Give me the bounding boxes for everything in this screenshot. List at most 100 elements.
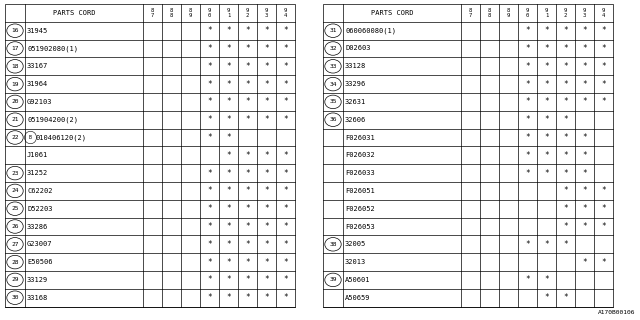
Text: *: * bbox=[563, 151, 568, 160]
Text: *: * bbox=[283, 80, 288, 89]
Text: 9
3: 9 3 bbox=[583, 8, 586, 18]
Text: 9
3: 9 3 bbox=[265, 8, 268, 18]
Text: *: * bbox=[207, 204, 212, 213]
Text: F026033: F026033 bbox=[345, 170, 375, 176]
Text: *: * bbox=[245, 169, 250, 178]
Text: *: * bbox=[283, 204, 288, 213]
Text: A50601: A50601 bbox=[345, 277, 371, 283]
Text: 32013: 32013 bbox=[345, 259, 366, 265]
Text: F026032: F026032 bbox=[345, 152, 375, 158]
Text: 33: 33 bbox=[329, 64, 337, 69]
Text: *: * bbox=[245, 204, 250, 213]
Text: 33286: 33286 bbox=[27, 223, 48, 229]
Text: *: * bbox=[283, 258, 288, 267]
Text: *: * bbox=[207, 169, 212, 178]
Text: B: B bbox=[29, 135, 32, 140]
Text: 9
0: 9 0 bbox=[208, 8, 211, 18]
Text: 17: 17 bbox=[12, 46, 19, 51]
Text: *: * bbox=[525, 26, 530, 35]
Text: *: * bbox=[226, 240, 231, 249]
Text: *: * bbox=[264, 240, 269, 249]
Text: 19: 19 bbox=[12, 82, 19, 87]
Text: *: * bbox=[601, 80, 606, 89]
Text: *: * bbox=[283, 97, 288, 106]
Text: *: * bbox=[601, 44, 606, 53]
Text: 25: 25 bbox=[12, 206, 19, 211]
Text: 8
9: 8 9 bbox=[189, 8, 192, 18]
Text: *: * bbox=[245, 276, 250, 284]
Text: *: * bbox=[245, 240, 250, 249]
Text: F026052: F026052 bbox=[345, 206, 375, 212]
Text: 010406120(2): 010406120(2) bbox=[35, 134, 86, 141]
Text: *: * bbox=[563, 186, 568, 196]
Bar bbox=[5, 4, 295, 307]
Text: *: * bbox=[582, 204, 587, 213]
Text: 9
0: 9 0 bbox=[526, 8, 529, 18]
Text: 8
7: 8 7 bbox=[151, 8, 154, 18]
Text: *: * bbox=[207, 115, 212, 124]
Text: *: * bbox=[525, 151, 530, 160]
Text: *: * bbox=[245, 258, 250, 267]
Text: *: * bbox=[544, 44, 549, 53]
Text: 33296: 33296 bbox=[345, 81, 366, 87]
Text: *: * bbox=[226, 80, 231, 89]
Text: *: * bbox=[544, 276, 549, 284]
Text: 060060080(1): 060060080(1) bbox=[345, 28, 396, 34]
Text: *: * bbox=[582, 186, 587, 196]
Text: 34: 34 bbox=[329, 82, 337, 87]
Text: *: * bbox=[264, 276, 269, 284]
Text: 31964: 31964 bbox=[27, 81, 48, 87]
Text: 31945: 31945 bbox=[27, 28, 48, 34]
Text: PARTS CORD: PARTS CORD bbox=[52, 10, 95, 16]
Text: *: * bbox=[582, 222, 587, 231]
Text: 051904200(2): 051904200(2) bbox=[27, 116, 78, 123]
Text: *: * bbox=[563, 62, 568, 71]
Text: 33168: 33168 bbox=[27, 295, 48, 301]
Text: *: * bbox=[207, 62, 212, 71]
Text: D52203: D52203 bbox=[27, 206, 52, 212]
Text: *: * bbox=[226, 26, 231, 35]
Text: *: * bbox=[582, 62, 587, 71]
Text: *: * bbox=[283, 62, 288, 71]
Text: *: * bbox=[544, 240, 549, 249]
Text: 26: 26 bbox=[12, 224, 19, 229]
Text: *: * bbox=[563, 80, 568, 89]
Text: 33129: 33129 bbox=[27, 277, 48, 283]
Text: 38: 38 bbox=[329, 242, 337, 247]
Text: 24: 24 bbox=[12, 188, 19, 193]
Text: 32: 32 bbox=[329, 46, 337, 51]
Text: *: * bbox=[563, 133, 568, 142]
Text: 18: 18 bbox=[12, 64, 19, 69]
Text: E50506: E50506 bbox=[27, 259, 52, 265]
Text: *: * bbox=[226, 97, 231, 106]
Text: *: * bbox=[264, 293, 269, 302]
Text: *: * bbox=[283, 44, 288, 53]
Text: *: * bbox=[563, 115, 568, 124]
Text: *: * bbox=[525, 97, 530, 106]
Text: *: * bbox=[264, 258, 269, 267]
Text: *: * bbox=[226, 258, 231, 267]
Text: *: * bbox=[245, 97, 250, 106]
Text: *: * bbox=[582, 133, 587, 142]
Text: *: * bbox=[544, 62, 549, 71]
Text: *: * bbox=[245, 115, 250, 124]
Text: *: * bbox=[207, 133, 212, 142]
Text: *: * bbox=[226, 151, 231, 160]
Text: *: * bbox=[563, 204, 568, 213]
Text: *: * bbox=[283, 293, 288, 302]
Text: 27: 27 bbox=[12, 242, 19, 247]
Text: 051902080(1): 051902080(1) bbox=[27, 45, 78, 52]
Text: C62202: C62202 bbox=[27, 188, 52, 194]
Text: *: * bbox=[582, 258, 587, 267]
Text: *: * bbox=[264, 97, 269, 106]
Text: 30: 30 bbox=[12, 295, 19, 300]
Text: *: * bbox=[544, 80, 549, 89]
Text: *: * bbox=[283, 186, 288, 196]
Text: *: * bbox=[601, 204, 606, 213]
Text: *: * bbox=[245, 293, 250, 302]
Text: *: * bbox=[582, 26, 587, 35]
Text: J1061: J1061 bbox=[27, 152, 48, 158]
Text: A50659: A50659 bbox=[345, 295, 371, 301]
Text: *: * bbox=[245, 44, 250, 53]
Text: *: * bbox=[207, 186, 212, 196]
